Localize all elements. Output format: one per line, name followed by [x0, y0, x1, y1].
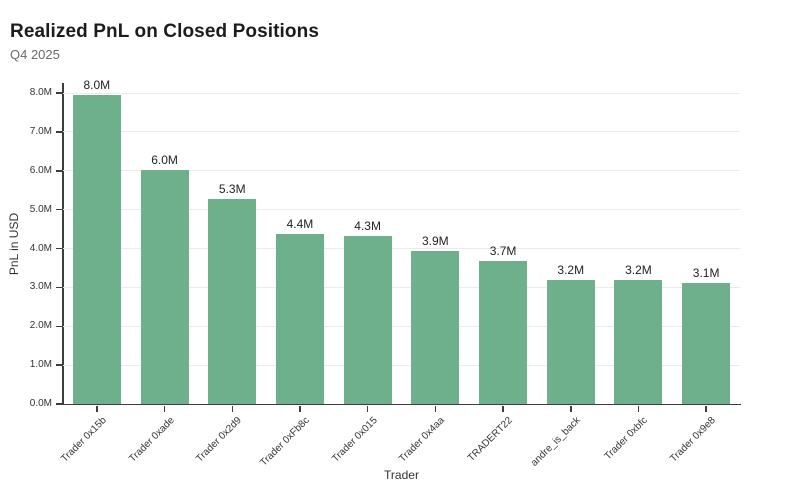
x-axis-line — [62, 403, 741, 405]
x-tick-label: Trader 0x15b — [59, 415, 109, 465]
y-axis-tick — [56, 131, 62, 133]
bar — [479, 261, 528, 404]
y-tick-label: 5.0M — [29, 203, 52, 215]
chart-subtitle: Q4 2025 — [10, 47, 60, 62]
gridline — [63, 170, 740, 172]
gridline — [63, 248, 740, 250]
y-tick-label: 2.0M — [29, 320, 52, 332]
y-tick-label: 7.0M — [29, 125, 52, 137]
x-axis-tick — [705, 405, 707, 412]
x-axis-tick — [637, 405, 640, 412]
y-tick-label: 4.0M — [29, 242, 52, 254]
x-tick-label: Trader 0xade — [126, 415, 177, 465]
x-axis-tick — [163, 405, 166, 412]
gridline — [63, 131, 740, 133]
bar — [343, 236, 392, 404]
bar — [614, 280, 663, 404]
gridline — [63, 92, 740, 94]
x-tick-label: Trader 0x2d9 — [194, 415, 245, 465]
x-axis-tick — [299, 405, 301, 412]
y-axis-tick — [56, 92, 62, 94]
bar — [682, 282, 731, 404]
x-axis-tick — [231, 405, 233, 412]
y-axis-tick — [56, 170, 62, 172]
bar-value-label: 3.1M — [692, 265, 720, 280]
y-axis-tick — [56, 247, 62, 250]
gridline — [63, 286, 740, 288]
y-tick-label: 3.0M — [29, 281, 52, 293]
bar-value-label: 8.0M — [83, 78, 111, 93]
x-tick-label: andre_is_back — [528, 415, 583, 469]
y-tick-label: 8.0M — [29, 87, 52, 99]
bar — [72, 95, 121, 404]
bar — [411, 251, 460, 404]
x-tick-label: Trader 0x015 — [329, 415, 380, 465]
bar-value-label: 5.3M — [218, 182, 246, 197]
gridline — [63, 364, 740, 366]
bar-value-label: 4.4M — [286, 216, 314, 231]
bar — [208, 199, 257, 404]
y-tick-label: 1.0M — [29, 359, 52, 371]
x-tick-label: Trader 0xbfc — [603, 415, 651, 463]
bar — [546, 280, 595, 404]
x-axis-tick — [502, 405, 504, 412]
y-axis-line — [62, 83, 64, 405]
x-axis-tick — [570, 405, 572, 412]
bar-value-label: 3.7M — [489, 244, 517, 259]
bar-value-label: 3.9M — [422, 234, 449, 249]
bar — [140, 170, 189, 404]
x-tick-label: TRADERT22 — [465, 415, 515, 464]
x-tick-label: Trader 0x4aa — [397, 415, 448, 465]
x-axis-tick — [434, 405, 437, 412]
y-tick-label: 0.0M — [29, 398, 52, 409]
bar-value-label: 3.2M — [557, 263, 585, 278]
x-axis-tick — [96, 405, 98, 412]
gridline — [63, 209, 740, 211]
x-axis-tick — [366, 405, 369, 412]
x-tick-label: Trader 0x9e8 — [668, 415, 718, 465]
y-axis-tick — [56, 364, 62, 366]
y-axis-tick — [56, 286, 62, 289]
bar-value-label: 6.0M — [151, 153, 178, 168]
chart-title: Realized PnL on Closed Positions — [10, 21, 320, 42]
y-tick-label: 6.0M — [29, 164, 52, 176]
bar-value-label: 3.2M — [625, 263, 652, 278]
bar — [275, 233, 324, 404]
bar-value-label: 4.3M — [354, 219, 381, 234]
x-axis-title: Trader — [384, 468, 419, 482]
y-axis-tick — [56, 403, 62, 405]
x-tick-label: Trader 0xFb8c — [258, 415, 312, 469]
y-axis-tick — [56, 208, 62, 211]
gridline — [63, 325, 740, 327]
y-axis-tick — [56, 325, 62, 328]
